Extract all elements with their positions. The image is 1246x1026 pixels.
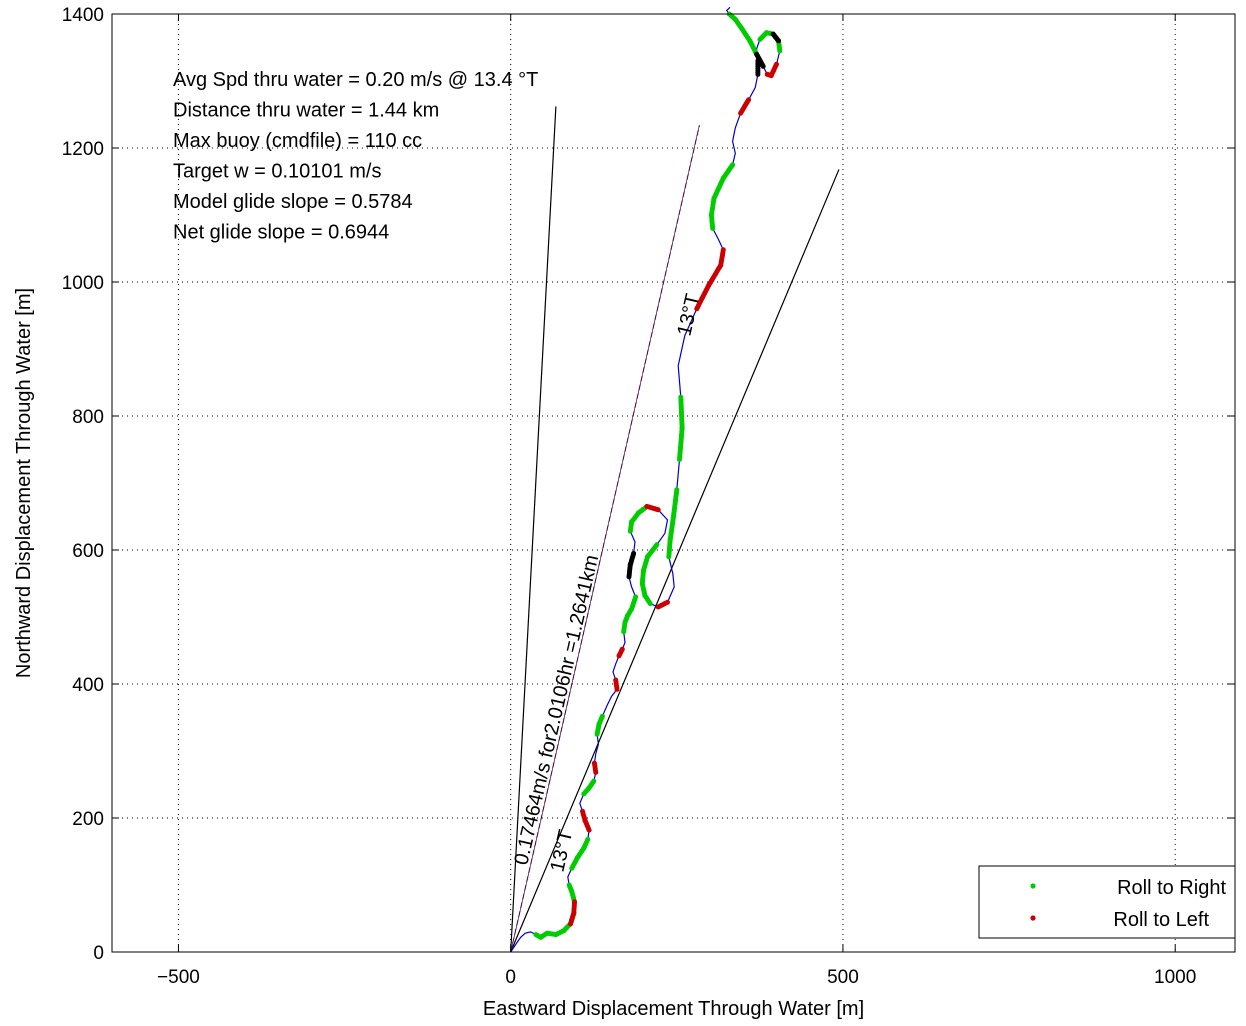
roll-segment-left: [580, 808, 592, 833]
info-net-glide: Net glide slope = 0.6944: [173, 222, 389, 244]
x-tick-label: 0: [505, 967, 516, 988]
roll-segment-other: [626, 550, 637, 580]
legend-label-roll-right: Roll to Right: [1117, 877, 1226, 899]
roll-segment-right: [726, 11, 760, 57]
roll-marker-other: [776, 38, 781, 44]
y-axis-title: Northward Displacement Through Water [m]: [13, 288, 35, 678]
roll-marker-other: [631, 550, 637, 556]
roll-marker-right: [585, 836, 591, 842]
track-line: [510, 6, 781, 953]
reference-lines: [510, 106, 840, 953]
y-tick-label: 1200: [62, 139, 104, 160]
reference-line: [510, 169, 840, 953]
y-tick-label: 1000: [62, 273, 104, 294]
reference-line-core: [510, 125, 700, 953]
legend-marker-roll-left: [1030, 915, 1036, 921]
roll-segment-other: [754, 51, 766, 69]
y-tick-label: 200: [72, 809, 104, 830]
y-tick-label: 600: [72, 541, 104, 562]
roll-segment-left: [655, 599, 670, 610]
legend-marker-roll-right: [1030, 883, 1036, 889]
roll-marker-left: [572, 899, 577, 905]
roll-marker-right: [566, 882, 572, 888]
roll-marker-right: [678, 394, 684, 400]
x-axis-title: Eastward Displacement Through Water [m]: [483, 998, 864, 1020]
y-tick-label: 800: [72, 407, 104, 428]
roll-segment-left: [591, 760, 599, 775]
roll-segment-right: [569, 836, 591, 871]
axis-ticks: −500 0 500 1000 0 200 400 600 800 1000 1200 1400: [62, 5, 1235, 988]
x-tick-label: 1000: [1154, 967, 1196, 988]
info-text-block: Avg Spd thru water = 0.20 m/s @ 13.4 °T …: [173, 69, 538, 244]
roll-segment-other: [770, 31, 781, 44]
roll-marker-left: [580, 808, 585, 814]
roll-segment-right: [581, 778, 597, 797]
roll-segment-left: [694, 247, 726, 312]
roll-marker-left: [591, 760, 597, 766]
vector-label: 0.17464m/s for2.0106hr =1.2641km: [510, 553, 603, 867]
roll-marker-right: [777, 48, 783, 54]
roll-segment-right: [621, 594, 639, 635]
roll-marker-right: [674, 487, 680, 493]
roll-segment-left: [644, 504, 661, 513]
roll-marker-right: [599, 713, 605, 719]
roll-marker-right: [647, 601, 653, 607]
roll-segment-right: [708, 162, 736, 231]
x-tick-label: 500: [827, 967, 859, 988]
x-tick-label: −500: [157, 967, 200, 988]
roll-marker-left: [746, 97, 752, 103]
roll-segment-left: [613, 677, 620, 692]
roll-marker-right: [591, 778, 597, 784]
legend-box: [978, 865, 1236, 939]
roll-segment-left: [738, 97, 752, 116]
roll-segment-left: [764, 61, 779, 79]
info-model-glide: Model glide slope = 0.5784: [173, 191, 413, 213]
roll-segment-right: [594, 713, 605, 737]
y-tick-label: 400: [72, 675, 104, 696]
roll-marker-left: [613, 677, 619, 683]
y-tick-label: 0: [93, 943, 104, 964]
roll-markers: [533, 11, 783, 940]
roll-marker-left: [764, 71, 770, 77]
roll-segment-left: [568, 899, 577, 927]
roll-marker-left: [720, 247, 726, 253]
roll-marker-left: [665, 599, 670, 605]
reference-line: [510, 106, 557, 953]
y-tick-label: 1400: [62, 5, 104, 26]
roll-segment-right: [677, 394, 685, 462]
plot-frame: [111, 13, 1236, 953]
grid: [112, 13, 1235, 953]
roll-marker-right: [633, 594, 639, 600]
roll-segment-left: [616, 646, 625, 659]
roll-marker-right: [730, 162, 736, 168]
roll-marker-left: [655, 507, 661, 513]
info-distance: Distance thru water = 1.44 km: [173, 100, 439, 122]
info-target-w: Target w = 0.10101 m/s: [173, 161, 381, 183]
heading-label-top: 13°T: [673, 292, 704, 338]
track: [510, 6, 781, 953]
roll-marker-left: [619, 646, 625, 652]
info-max-buoy: Max buoy (cmdfile) = 110 cc: [173, 130, 422, 152]
legend: Roll to Right Roll to Left: [978, 865, 1236, 939]
roll-segment-right: [639, 542, 660, 607]
legend-label-roll-left: Roll to Left: [1113, 909, 1209, 931]
roll-segment-right: [666, 487, 680, 560]
roll-marker-other: [754, 51, 760, 57]
info-avg-speed: Avg Spd thru water = 0.20 m/s @ 13.4 °T: [173, 69, 538, 91]
